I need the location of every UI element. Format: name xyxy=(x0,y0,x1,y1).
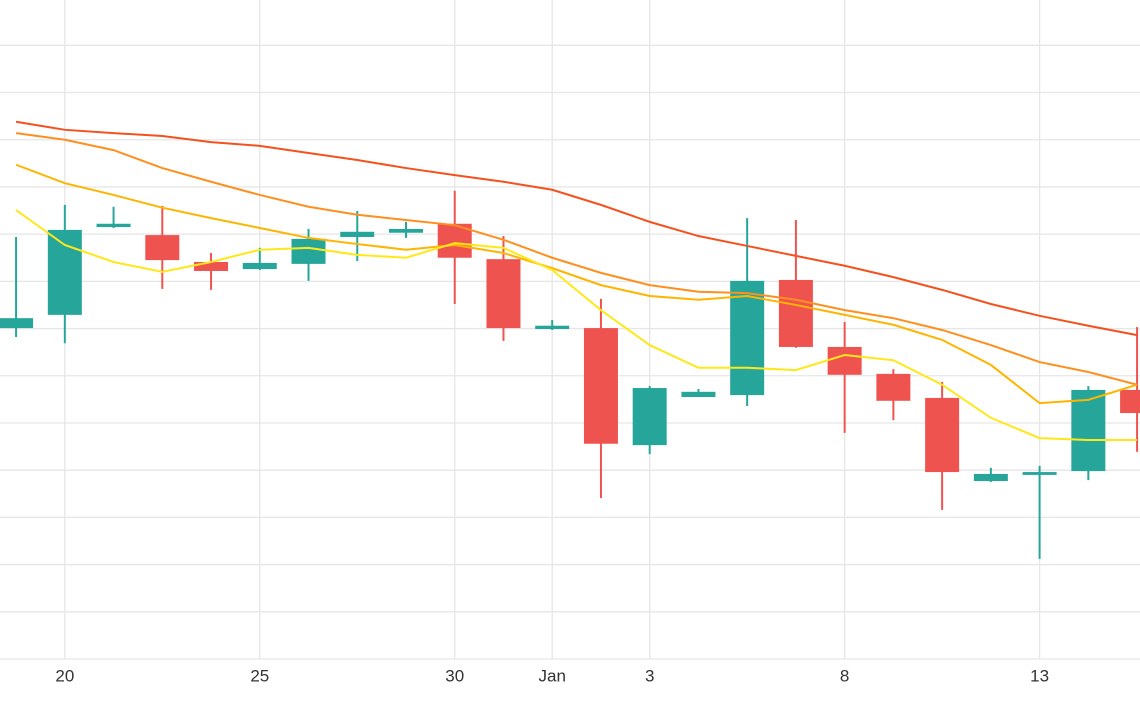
candle-body xyxy=(876,373,911,401)
x-tick-label: 30 xyxy=(445,666,464,685)
candle-body xyxy=(827,346,862,375)
candle-body xyxy=(778,279,813,347)
candle-body xyxy=(145,235,180,261)
moving-average-line xyxy=(15,120,1138,337)
candle-body xyxy=(583,328,618,444)
candle-body xyxy=(388,228,423,233)
moving-average-line xyxy=(15,163,1138,405)
x-tick-label: 13 xyxy=(1030,666,1049,685)
candle-body xyxy=(632,388,667,446)
moving-average-line xyxy=(15,132,1138,386)
x-tick-label: 25 xyxy=(250,666,269,685)
moving-average-line xyxy=(15,209,1138,441)
candle-body xyxy=(1022,472,1057,475)
candle-body xyxy=(1071,389,1106,472)
candle-body xyxy=(681,391,716,398)
x-tick-label: 3 xyxy=(645,666,654,685)
x-tick-label: Jan xyxy=(538,666,565,685)
candle-body xyxy=(194,261,229,271)
x-tick-label: 8 xyxy=(840,666,849,685)
candle-body xyxy=(291,238,326,264)
candle-body xyxy=(1120,389,1140,414)
candle-body xyxy=(486,259,521,329)
candle-body xyxy=(973,473,1008,482)
candle-body xyxy=(47,229,82,315)
candle-body xyxy=(535,325,570,330)
candle-body xyxy=(340,231,375,237)
candle-body xyxy=(730,280,765,396)
candle-body xyxy=(242,262,277,270)
candle-body xyxy=(0,318,34,329)
candle-body xyxy=(96,223,131,228)
x-tick-label: 20 xyxy=(55,666,74,685)
candle-body xyxy=(925,397,960,473)
